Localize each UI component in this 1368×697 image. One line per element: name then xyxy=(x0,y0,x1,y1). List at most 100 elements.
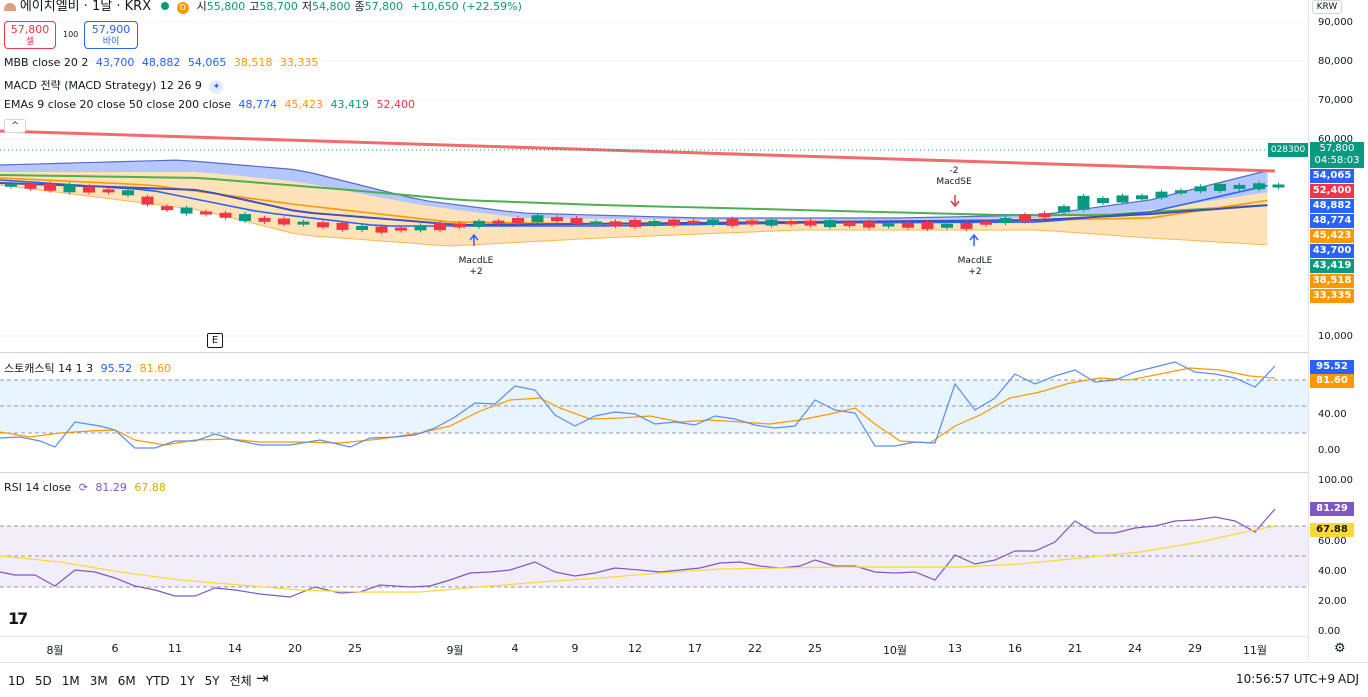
goto-date-icon[interactable]: ⇥ xyxy=(256,669,269,687)
candle xyxy=(375,226,388,233)
spread-value: 100 xyxy=(63,30,79,39)
candle xyxy=(317,222,329,228)
last-price-code: 028300 xyxy=(1268,143,1308,157)
range-button-5Y[interactable]: 5Y xyxy=(204,674,220,688)
candle xyxy=(278,218,290,225)
time-label: 25 xyxy=(808,642,822,655)
stoch-d-line xyxy=(0,367,1276,446)
candle xyxy=(980,221,992,225)
candle xyxy=(999,218,1012,224)
mbb-value-1: 43,700 xyxy=(95,56,135,69)
macd-legend[interactable]: MACD 전략 (MACD Strategy) 12 26 9 ✦ xyxy=(4,77,227,94)
chevron-up-icon: ^ xyxy=(11,121,19,131)
candle xyxy=(921,222,934,230)
settings-icon[interactable]: ⚙ xyxy=(1334,641,1346,656)
candle xyxy=(1194,186,1207,192)
candle xyxy=(843,222,856,227)
candle xyxy=(863,221,875,228)
clock[interactable]: 10:56:57 UTC+9 xyxy=(1236,672,1336,686)
mbb-value-2: 48,882 xyxy=(141,56,181,69)
stoch-k-line xyxy=(0,361,1276,449)
price-tick: 60,000 xyxy=(1318,134,1353,145)
time-label: 21 xyxy=(1068,642,1082,655)
range-button-5D[interactable]: 5D xyxy=(34,674,52,688)
ohlc-2: 저54,800 xyxy=(301,0,351,13)
candle xyxy=(414,225,427,231)
rsi-line xyxy=(0,508,1276,598)
candle xyxy=(297,221,310,225)
range-button-YTD[interactable]: YTD xyxy=(145,674,170,688)
emas-legend[interactable]: EMAs 9 close 20 close 50 close 200 close… xyxy=(4,98,419,111)
time-label: 14 xyxy=(228,642,242,655)
candle xyxy=(804,220,817,226)
ema-value-2: 45,423 xyxy=(284,98,324,111)
collapse-legend-button[interactable]: ^ xyxy=(4,119,26,133)
last-price-badge: 57,800 04:58:03 xyxy=(1310,142,1364,168)
rsi-tick: 40.00 xyxy=(1318,566,1347,577)
time-axis[interactable]: 8월 6 11 14 20 25 9월 4 9 12 17 22 25 10월 13 16 21 24 29 11월 xyxy=(0,636,1308,660)
adj-toggle[interactable]: ADJ xyxy=(1338,672,1359,686)
strategy-report-icon[interactable]: ✦ xyxy=(209,80,224,94)
candle xyxy=(336,222,349,230)
ema50-line xyxy=(0,174,1268,216)
candle xyxy=(122,190,134,196)
price-badge: 48,774 xyxy=(1310,214,1354,228)
candle xyxy=(570,218,583,225)
stoch-tick: 0.00 xyxy=(1318,445,1341,456)
symbol-logo-icon xyxy=(4,2,16,11)
time-label: 11월 xyxy=(1242,644,1268,657)
time-label: 12 xyxy=(628,642,642,655)
candle xyxy=(180,207,193,214)
candle xyxy=(258,217,271,222)
range-button-1Y[interactable]: 1Y xyxy=(179,674,195,688)
buy-arrow-icon xyxy=(969,233,979,246)
tradingview-logo-icon[interactable]: 17 xyxy=(8,609,28,628)
mbb-legend[interactable]: MBB close 20 2 43,700 48,882 54,065 38,5… xyxy=(4,56,322,69)
candle xyxy=(687,220,700,224)
time-label: 13 xyxy=(948,642,962,655)
symbol-title[interactable]: 에이치엘비 · 1날 · KRX xyxy=(19,0,152,14)
candle xyxy=(1175,190,1187,194)
rsi-value: 81.29 xyxy=(95,481,127,494)
stoch-name: 스토캐스틱 14 1 3 xyxy=(4,362,94,375)
stoch-tick: 40.00 xyxy=(1318,409,1347,420)
candle xyxy=(83,186,95,193)
currency-button[interactable]: KRW xyxy=(1312,0,1342,14)
price-badge: 38,518 xyxy=(1310,274,1354,288)
range-button-3M[interactable]: 3M xyxy=(89,674,108,688)
sell-button[interactable]: 57,800 셀 xyxy=(4,21,56,49)
price-badge: 43,419 xyxy=(1310,259,1354,273)
buy-arrow-icon xyxy=(469,233,479,246)
candle xyxy=(902,222,914,228)
macd-le-label-2: MacdLE +2 xyxy=(957,256,993,277)
rsi-tick: 100.00 xyxy=(1318,475,1353,486)
price-scale[interactable] xyxy=(1308,0,1368,660)
buy-price: 57,900 xyxy=(91,23,131,36)
price-tick: 70,000 xyxy=(1318,95,1353,106)
ema200-line xyxy=(0,129,1276,173)
emas-name: EMAs 9 close 20 close 50 close 200 close xyxy=(4,98,231,111)
price-badge: 54,065 xyxy=(1310,169,1354,183)
earnings-marker[interactable]: E xyxy=(207,333,223,348)
stoch-d-value: 81.60 xyxy=(139,362,172,375)
stoch-legend[interactable]: 스토캐스틱 14 1 3 95.52 81.60 xyxy=(4,360,175,376)
chart-canvas[interactable] xyxy=(0,0,1308,660)
range-button-1D[interactable]: 1D xyxy=(8,674,25,688)
candle xyxy=(531,215,544,223)
range-button-6M[interactable]: 6M xyxy=(117,674,136,688)
mbb-name: MBB close 20 2 xyxy=(4,56,89,69)
candle xyxy=(453,223,466,228)
price-badge: 48,882 xyxy=(1310,199,1354,213)
candle xyxy=(102,189,115,193)
candle xyxy=(395,227,407,231)
range-button-전체[interactable]: 전체 xyxy=(229,674,252,688)
refresh-icon: ⟳ xyxy=(78,481,88,494)
range-button-1M[interactable]: 1M xyxy=(61,674,80,688)
candle xyxy=(200,211,212,215)
ohlc-3: 종57,800 xyxy=(354,0,404,13)
pane-separator[interactable] xyxy=(0,352,1308,353)
pane-separator[interactable] xyxy=(0,472,1308,473)
buy-button[interactable]: 57,900 바이 xyxy=(84,21,138,49)
rsi-legend[interactable]: RSI 14 close ⟳ 81.29 67.88 xyxy=(4,481,170,494)
time-label: 29 xyxy=(1188,642,1202,655)
